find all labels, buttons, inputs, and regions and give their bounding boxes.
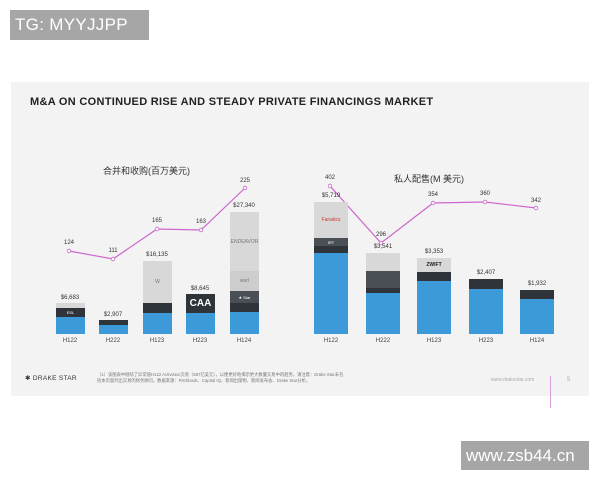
pf-chart-title: 私人配售(M 美元) (394, 174, 464, 184)
zwift-logo: ZWIFT (417, 258, 451, 272)
footnote: （1）该图表中剔除了异常值H122 Activision交易（687亿美元），以… (97, 372, 344, 383)
pf-bar-value: $5,719 (321, 193, 341, 199)
ma-point-label: 165 (151, 218, 162, 224)
ma-bar-h124: ★ Star wurl ENDEAVOR (230, 212, 259, 334)
ma-point-label: 124 (63, 240, 74, 246)
ma-bar-h123: W (143, 261, 172, 334)
pf-bar-value: $1,932 (527, 281, 547, 287)
pf-point-label: 360 (479, 191, 490, 197)
pf-category: H223 (478, 338, 494, 344)
pf-bar-h122: IRT Fanatics (314, 202, 348, 334)
slide-title: M&A ON CONTINUED RISE AND STEADY PRIVATE… (30, 96, 434, 108)
ma-point-label: 111 (108, 248, 118, 254)
fanatics-logo: Fanatics (314, 202, 348, 238)
ma-bar-h223: CAA (186, 294, 215, 334)
endeavor-logo: ENDEAVOR (230, 212, 259, 271)
watermark-top: TG: MYYJJPP (10, 10, 149, 40)
ma-point-label: 163 (195, 219, 206, 225)
divider-line (550, 376, 551, 408)
ma-category: H124 (236, 338, 252, 344)
pf-bar-h222 (366, 253, 400, 334)
pf-bar-value: $2,407 (476, 270, 496, 276)
pf-category: H124 (529, 338, 545, 344)
ma-bar-value: $8,645 (190, 286, 210, 292)
ma-bar-h122: ESL (56, 303, 85, 334)
watermark-bottom: www.zsb44.cn (461, 441, 589, 470)
pf-category: H122 (323, 338, 339, 344)
ma-bar-value: $2,907 (103, 312, 123, 318)
ma-category: H122 (62, 338, 78, 344)
pf-category: H123 (426, 338, 442, 344)
irt-logo: IRT (314, 238, 348, 246)
ma-chart-title: 合并和收购(百万美元) (103, 166, 190, 176)
star-icon: ✱ (25, 375, 33, 382)
pf-point-label: 342 (530, 198, 541, 204)
slide: M&A ON CONTINUED RISE AND STEADY PRIVATE… (11, 82, 589, 396)
caa-logo: CAA (186, 294, 215, 313)
esl-logo: ESL (56, 308, 85, 317)
pf-bar-h124 (520, 290, 554, 334)
pf-bar-value: $3,353 (424, 249, 444, 255)
ma-bar-value: $16,135 (146, 252, 168, 258)
website-link[interactable]: www.drakestar.com (491, 377, 535, 383)
pf-point-label: 354 (427, 192, 438, 198)
ma-bar-h222 (99, 320, 128, 334)
star-logo: ★ Star (230, 291, 259, 303)
page-number: 5 (567, 377, 571, 383)
ma-count-line (66, 183, 539, 262)
pf-point-label: 296 (375, 232, 386, 238)
wwe-logo: W (143, 261, 172, 303)
drake-star-logo: ✱ DRAKE STAR (25, 375, 77, 382)
ma-category: H123 (149, 338, 165, 344)
pf-point-label: 402 (324, 175, 335, 181)
ma-point-label: 225 (239, 178, 250, 184)
pf-bar-h223 (469, 279, 503, 334)
ma-category: H223 (192, 338, 208, 344)
pf-category: H222 (375, 338, 391, 344)
pf-bar-h123: ZWIFT (417, 258, 451, 334)
ma-category: H222 (105, 338, 121, 344)
ma-bar-value: $27,340 (233, 203, 255, 209)
wurl-logo: wurl (230, 271, 259, 291)
ma-bar-value: $6,683 (60, 295, 80, 301)
pf-bar-value: $3,541 (373, 244, 393, 250)
